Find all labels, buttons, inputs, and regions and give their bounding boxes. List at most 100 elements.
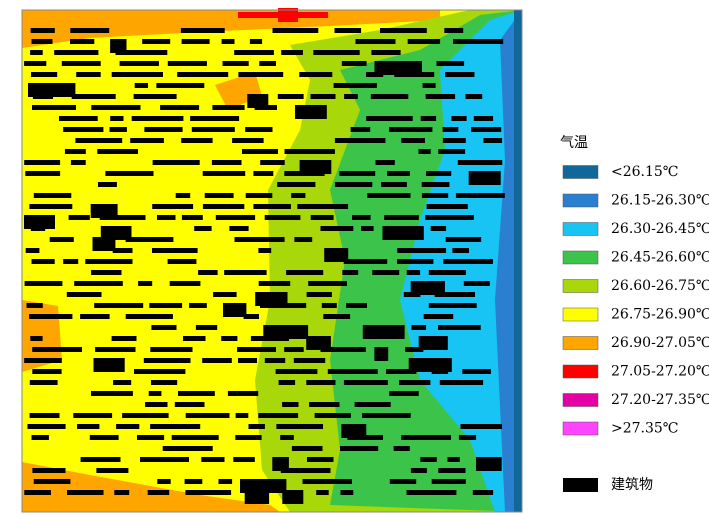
building bbox=[32, 105, 76, 110]
building bbox=[426, 171, 452, 176]
building bbox=[162, 446, 213, 451]
building bbox=[96, 468, 129, 473]
building bbox=[32, 347, 82, 352]
building bbox=[438, 149, 466, 154]
building bbox=[237, 347, 276, 352]
building bbox=[91, 105, 141, 110]
building bbox=[181, 215, 203, 220]
building bbox=[423, 314, 454, 319]
legend: 气温 <26.15℃ 26.15-26.30℃ 26.30-26.45℃ 26.45-… bbox=[560, 135, 709, 493]
building bbox=[389, 127, 433, 132]
building bbox=[258, 248, 272, 253]
buildings bbox=[24, 28, 505, 504]
building bbox=[202, 171, 246, 176]
building bbox=[320, 226, 354, 231]
building bbox=[240, 479, 287, 493]
building bbox=[334, 28, 362, 33]
building bbox=[421, 182, 450, 187]
building bbox=[63, 127, 104, 132]
building bbox=[143, 358, 191, 363]
building bbox=[167, 61, 207, 66]
building bbox=[321, 303, 337, 308]
building bbox=[455, 193, 505, 198]
building bbox=[30, 50, 43, 55]
building bbox=[73, 413, 113, 418]
building bbox=[340, 490, 354, 495]
building bbox=[258, 281, 291, 286]
building bbox=[306, 292, 332, 297]
building bbox=[33, 479, 71, 484]
building bbox=[372, 270, 400, 275]
legend-swatch bbox=[562, 393, 599, 407]
building bbox=[29, 413, 60, 418]
building bbox=[30, 226, 46, 231]
building bbox=[202, 358, 232, 363]
building bbox=[224, 270, 267, 275]
building bbox=[476, 457, 502, 471]
building bbox=[125, 314, 173, 319]
building bbox=[238, 358, 257, 363]
building bbox=[160, 105, 200, 110]
building bbox=[299, 160, 332, 174]
building bbox=[463, 281, 490, 286]
building bbox=[286, 270, 324, 275]
building bbox=[194, 226, 212, 231]
building bbox=[134, 369, 186, 374]
building bbox=[406, 270, 421, 275]
building bbox=[397, 259, 434, 264]
building bbox=[420, 457, 437, 462]
building bbox=[152, 160, 200, 165]
building bbox=[399, 380, 431, 385]
building bbox=[401, 435, 451, 440]
building bbox=[119, 61, 159, 66]
building bbox=[211, 160, 242, 165]
building bbox=[177, 72, 229, 77]
building bbox=[174, 402, 205, 407]
building bbox=[190, 116, 240, 121]
building bbox=[426, 204, 468, 209]
building bbox=[473, 116, 494, 121]
map-zone bbox=[22, 462, 280, 512]
building bbox=[145, 402, 168, 407]
building bbox=[280, 468, 331, 473]
building bbox=[77, 424, 100, 429]
building bbox=[367, 193, 411, 198]
building bbox=[281, 50, 303, 55]
building bbox=[386, 369, 417, 374]
building bbox=[352, 215, 371, 220]
building bbox=[249, 39, 263, 44]
building bbox=[294, 237, 313, 242]
legend-swatch bbox=[562, 421, 599, 436]
building bbox=[114, 490, 130, 495]
building bbox=[152, 204, 194, 209]
building bbox=[130, 138, 164, 143]
building bbox=[445, 72, 475, 77]
building bbox=[89, 435, 119, 440]
building bbox=[393, 446, 410, 451]
building bbox=[408, 358, 452, 372]
building bbox=[299, 72, 333, 77]
building bbox=[418, 336, 448, 350]
building bbox=[30, 28, 55, 33]
building bbox=[280, 435, 294, 440]
building bbox=[110, 39, 127, 53]
building bbox=[178, 391, 215, 396]
building bbox=[185, 413, 230, 418]
building bbox=[259, 61, 276, 66]
building bbox=[232, 138, 264, 143]
building bbox=[343, 380, 388, 385]
building bbox=[445, 237, 482, 242]
legend-label: 建筑物 bbox=[611, 477, 653, 493]
building bbox=[122, 413, 169, 418]
building bbox=[451, 116, 467, 121]
building bbox=[389, 391, 419, 396]
building bbox=[233, 457, 255, 462]
building bbox=[189, 303, 207, 308]
building bbox=[29, 380, 58, 385]
building bbox=[24, 160, 61, 165]
building bbox=[133, 94, 177, 99]
building bbox=[111, 72, 163, 77]
building bbox=[95, 347, 136, 352]
building bbox=[264, 215, 301, 220]
building bbox=[428, 303, 477, 308]
